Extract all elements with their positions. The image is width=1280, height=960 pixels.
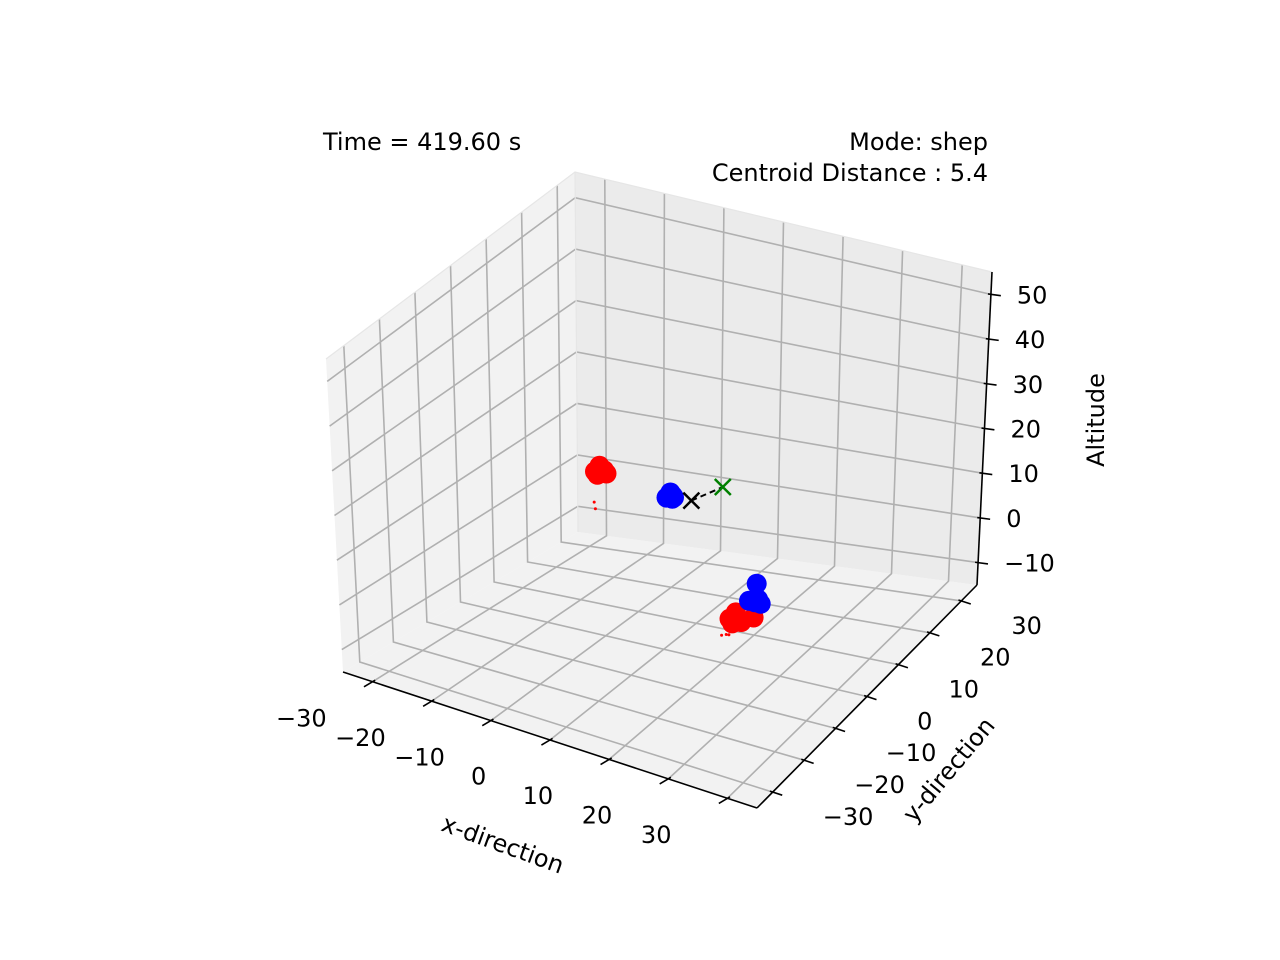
x-tick [718, 796, 731, 805]
z-tick-label: 30 [1013, 371, 1044, 399]
z-tick-label: −10 [1004, 550, 1055, 578]
y-grid-line [520, 212, 931, 634]
trail-dot [720, 633, 724, 637]
agent-marker [662, 488, 683, 509]
y-tick [958, 599, 972, 605]
y-tick [926, 631, 940, 637]
x-tick [540, 737, 553, 746]
connector-line [690, 486, 724, 502]
z-tick-label: 20 [1011, 416, 1042, 444]
y-grid-line [556, 185, 962, 602]
y-tick-label: 10 [949, 676, 980, 704]
y-grid-line [378, 318, 805, 761]
z-tick-label: 40 [1015, 326, 1046, 354]
z-tick-label: 10 [1008, 460, 1039, 488]
x-tick [363, 679, 376, 688]
y-tick [863, 694, 877, 701]
x-tick-label: 20 [582, 802, 613, 830]
z-tick [977, 516, 991, 521]
x-tick-label: −20 [335, 724, 386, 752]
tick-labels: −30−20−100102030−30−20−100102030−1001020… [276, 281, 1055, 849]
x-tick [600, 757, 613, 766]
z-tick [974, 561, 989, 565]
y-tick-label: −10 [886, 739, 937, 767]
x-grid-line [490, 207, 725, 722]
mode-annotation: Mode: shep [849, 128, 988, 156]
tick-marks [363, 293, 1001, 805]
x-grid-line [667, 250, 904, 780]
y-grid-line [485, 238, 899, 666]
x-tick-label: 30 [641, 821, 672, 849]
agent-marker [748, 589, 769, 610]
y-tick-label: −20 [854, 771, 905, 799]
x-tick-label: 0 [471, 763, 486, 791]
x-axis-label: x-direction [438, 809, 568, 879]
y-tick [832, 726, 846, 733]
y-axis-label: y-direction [897, 712, 1000, 828]
data-markers [585, 455, 771, 637]
y-tick-label: 20 [980, 644, 1011, 672]
y-grid-line [414, 292, 836, 730]
z-tick [979, 472, 993, 476]
trail-dot [727, 633, 731, 637]
x-grid-line [431, 193, 666, 702]
y-tick [769, 790, 783, 796]
y-tick [801, 758, 814, 765]
z-tick [987, 293, 1001, 297]
x-tick-label: −10 [394, 743, 445, 771]
x-tick-label: 10 [523, 782, 554, 810]
z-tick [985, 337, 999, 342]
y-grid-line [343, 345, 773, 793]
x-grid-line [608, 236, 844, 761]
agent-marker [730, 609, 750, 630]
y-tick-label: 0 [917, 707, 932, 735]
time-annotation: Time = 419.60 s [322, 128, 521, 156]
z-axis-label: Altitude [1082, 373, 1110, 467]
x-marker [713, 478, 732, 496]
back-pane [575, 172, 992, 585]
z-tick [981, 427, 995, 431]
x-grid-line [549, 221, 785, 741]
trail-dot [724, 633, 728, 636]
agent-marker [589, 455, 610, 476]
x-tick-label: −30 [276, 704, 327, 732]
centroid-distance-annotation: Centroid Distance : 5.4 [712, 159, 988, 187]
trail-dot [592, 500, 596, 504]
x-grid-line [726, 264, 963, 799]
x-grid-line [372, 179, 608, 683]
y-tick-label: −30 [823, 803, 874, 831]
z-tick [983, 382, 997, 386]
y-tick-label: 30 [1011, 612, 1042, 640]
y-grid-line [449, 265, 868, 698]
x-tick [659, 776, 672, 785]
y-tick [895, 662, 909, 669]
x-tick [481, 718, 494, 727]
pane-back-edge [574, 171, 579, 533]
trail-dot [593, 507, 597, 511]
z-tick-label: 0 [1006, 505, 1021, 533]
agent-marker [746, 573, 767, 594]
x-marker [682, 491, 701, 510]
z-tick-label: 50 [1017, 281, 1048, 309]
x-tick [422, 698, 435, 707]
